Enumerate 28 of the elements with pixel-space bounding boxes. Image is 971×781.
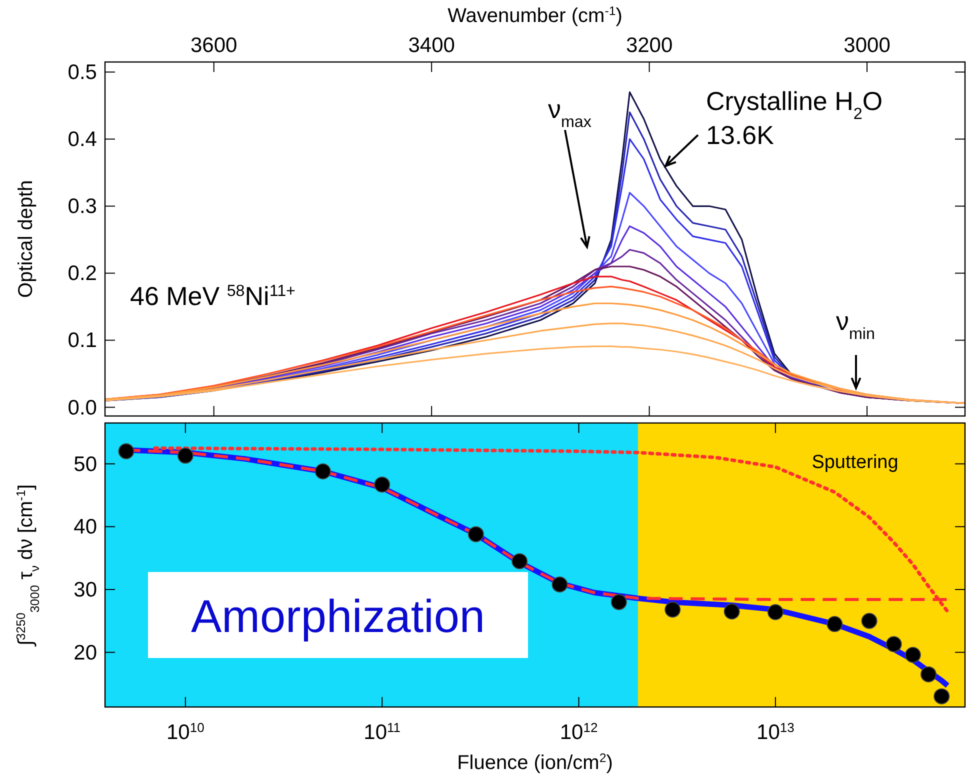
x-tick-label: 10$^{12}$ [560, 720, 598, 744]
x-tick-label: 10$^{13}$ [756, 720, 794, 744]
x-tick-label: 3600 [190, 34, 238, 57]
x-axis-title: Fluence (ion/cm$^{2}$) [457, 751, 613, 774]
y-tick-label: 50 [74, 452, 97, 476]
y-tick-label: 20 [74, 640, 97, 664]
x-tick-label: 3400 [408, 34, 455, 57]
y-tick-label: 40 [74, 515, 97, 538]
x-tick-label: 10$^{10}$ [166, 720, 204, 744]
y-tick-label: 30 [74, 578, 97, 602]
annotation: 46 MeV $^{58}$Ni$^{11+}$ [130, 281, 296, 311]
annotation: Sputtering [812, 452, 898, 473]
y-axis-title: Optical depth [15, 180, 37, 298]
x-tick-label: 10$^{11}$ [364, 720, 401, 744]
y-tick-label: 0.4 [68, 128, 98, 151]
annotation: Crystalline H$_{2}$O [706, 86, 883, 123]
annotation: 13.6K [706, 120, 775, 150]
y-tick-label: 0.5 [68, 60, 97, 84]
y-tick-label: 0.3 [68, 194, 97, 218]
y-tick-label: 0.1 [68, 328, 97, 352]
x-tick-label: 3000 [844, 34, 890, 57]
annotation: ν$_{min}$ [836, 306, 875, 343]
x-axis-title: Wavenumber (cm$^{-1}$) [448, 4, 622, 27]
y-tick-label: 0.0 [68, 396, 97, 419]
y-tick-label: 0.2 [68, 262, 97, 285]
x-tick-label: 3200 [626, 34, 673, 57]
annotation: Amorphization [190, 590, 486, 642]
annotation: ν$_{max}$ [548, 94, 592, 131]
